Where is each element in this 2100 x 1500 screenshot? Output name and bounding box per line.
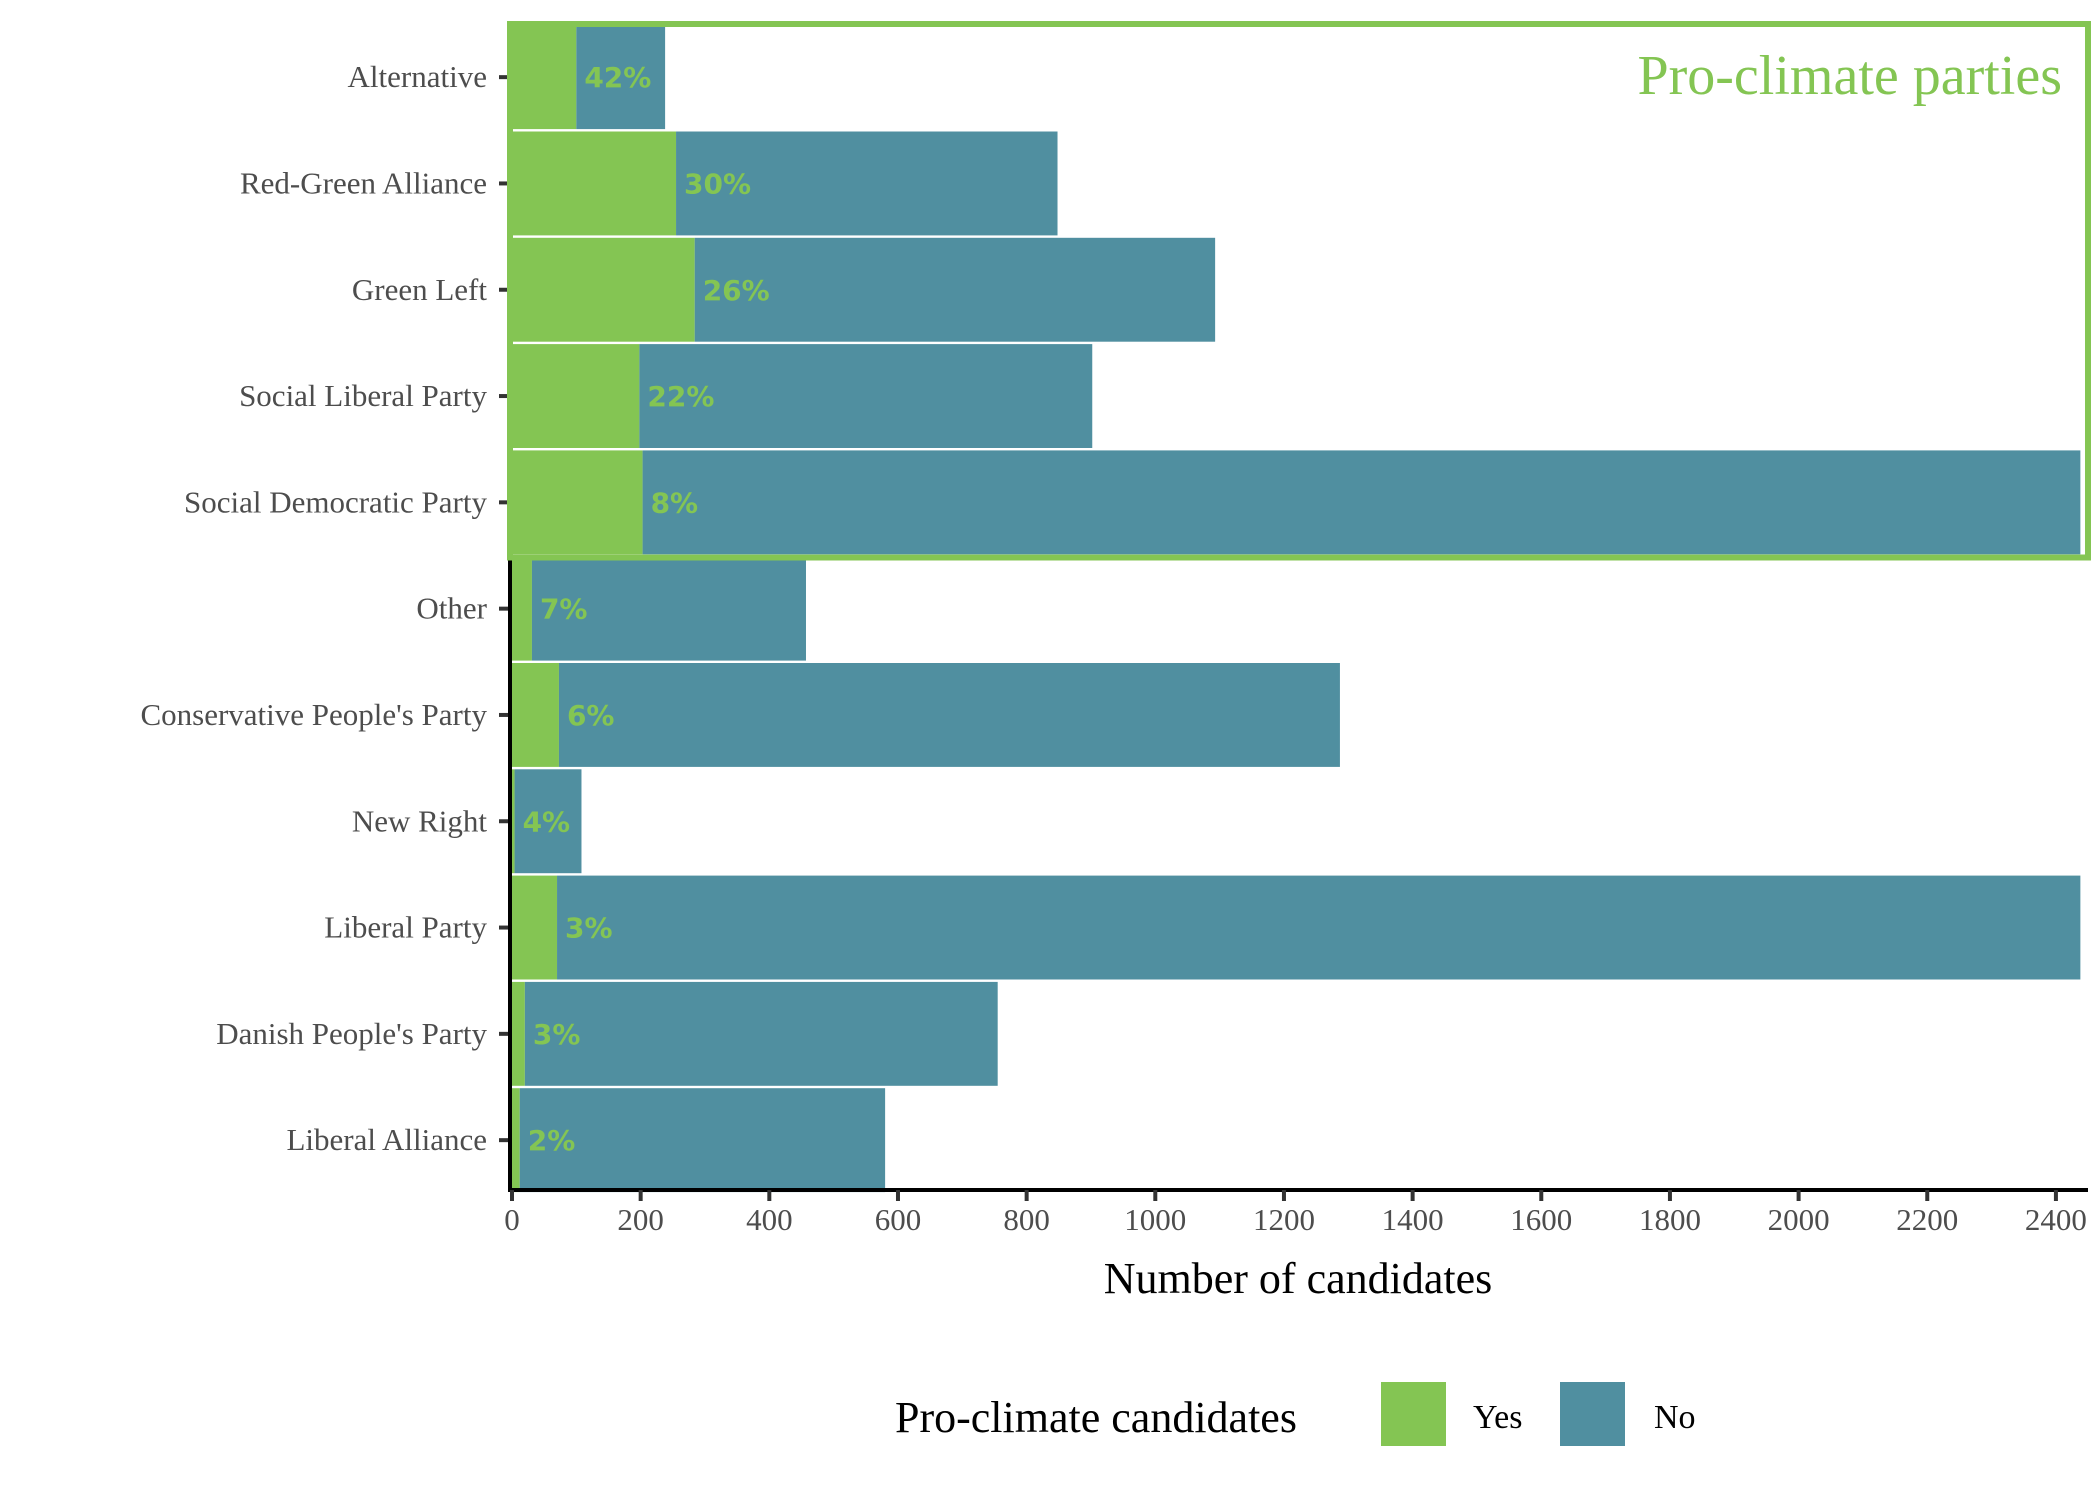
y-tick-label-red-green-alliance: Red-Green Alliance: [240, 165, 487, 200]
bar-no-red-green-alliance: [676, 131, 1058, 236]
bar-yes-new-right: [512, 769, 515, 874]
percent-label-alternative: 42%: [584, 61, 651, 94]
percent-label-other: 7%: [540, 593, 588, 626]
bar-yes-social-liberal-party: [512, 344, 640, 448]
x-tick-label-2200: 2200: [1896, 1202, 1958, 1237]
x-axis-ticks: 0 200 400 600 800 1000 1200 1400 1600 1800 2000 220…: [504, 1190, 2087, 1237]
bar-yes-liberal-party: [512, 875, 558, 980]
y-tick-label-liberal-party: Liberal Party: [324, 910, 487, 945]
x-tick-label-800: 800: [1003, 1202, 1050, 1237]
legend-key-yes: [1381, 1382, 1446, 1446]
y-tick-label-other: Other: [416, 591, 487, 626]
bar-no-alternative: [576, 25, 666, 130]
x-axis-title: Number of candidates: [1104, 1254, 1493, 1303]
bar-yes-conservative-people-s-party: [512, 663, 559, 767]
x-tick-label-600: 600: [875, 1202, 922, 1237]
bar-no-other: [531, 556, 806, 661]
bars-layer: [512, 25, 2081, 1193]
highlight-box-title: Pro-climate parties: [1637, 45, 2062, 107]
percent-label-danish-people-s-party: 3%: [533, 1018, 581, 1051]
legend-label-no: No: [1654, 1399, 1696, 1436]
bar-yes-alternative: [512, 25, 577, 130]
legend-label-yes: Yes: [1473, 1399, 1522, 1436]
x-tick-label-1600: 1600: [1510, 1202, 1572, 1237]
bar-yes-other: [512, 556, 532, 661]
x-tick-label-1800: 1800: [1639, 1202, 1701, 1237]
x-tick-label-200: 200: [617, 1202, 664, 1237]
legend: Pro-climate candidates Yes No: [895, 1382, 1696, 1446]
bar-no-liberal-alliance: [519, 1088, 886, 1193]
bar-yes-red-green-alliance: [512, 131, 677, 236]
y-tick-label-alternative: Alternative: [348, 59, 487, 94]
y-tick-label-conservative-people-s-party: Conservative People's Party: [140, 697, 487, 732]
percent-label-red-green-alliance: 30%: [684, 167, 751, 200]
percent-label-conservative-people-s-party: 6%: [567, 699, 615, 732]
percent-label-green-left: 26%: [703, 274, 770, 307]
bar-no-liberal-party: [557, 875, 2081, 980]
bar-yes-liberal-alliance: [512, 1088, 520, 1193]
bar-no-new-right: [514, 769, 582, 874]
percent-label-new-right: 4%: [523, 805, 571, 838]
x-tick-label-1000: 1000: [1124, 1202, 1186, 1237]
y-tick-label-new-right: New Right: [352, 803, 488, 838]
bar-no-social-democratic-party: [642, 450, 2081, 555]
y-axis-labels: Alternative Red-Green Alliance Green Left S…: [140, 59, 487, 1157]
percent-label-liberal-alliance: 2%: [528, 1124, 576, 1157]
x-tick-label-0: 0: [504, 1202, 520, 1237]
bar-yes-green-left: [512, 237, 695, 342]
y-tick-label-green-left: Green Left: [352, 272, 487, 307]
bar-yes-danish-people-s-party: [512, 981, 525, 1086]
bar-no-danish-people-s-party: [524, 981, 998, 1086]
highlight-box: [507, 21, 2091, 561]
y-tick-label-liberal-alliance: Liberal Alliance: [286, 1122, 487, 1157]
percent-label-social-liberal-party: 22%: [647, 380, 714, 413]
y-tick-label-social-democratic-party: Social Democratic Party: [184, 484, 488, 519]
bar-yes-social-democratic-party: [512, 450, 643, 555]
legend-key-no: [1560, 1382, 1625, 1446]
bar-no-social-liberal-party: [639, 344, 1093, 448]
percent-label-liberal-party: 3%: [565, 912, 613, 945]
x-tick-label-1200: 1200: [1253, 1202, 1315, 1237]
y-tick-label-danish-people-s-party: Danish People's Party: [216, 1016, 487, 1051]
x-tick-label-400: 400: [746, 1202, 793, 1237]
percent-label-social-democratic-party: 8%: [651, 486, 699, 519]
bar-no-conservative-people-s-party: [558, 663, 1340, 767]
x-tick-label-1400: 1400: [1382, 1202, 1444, 1237]
y-tick-label-social-liberal-party: Social Liberal Party: [239, 378, 487, 413]
bar-no-green-left: [694, 237, 1216, 342]
percent-labels-layer: 42% 30% 26% 22% 8% 7% 6% 4% 3% 3% 2%: [523, 61, 770, 1157]
legend-title: Pro-climate candidates: [895, 1393, 1297, 1442]
x-tick-label-2000: 2000: [1768, 1202, 1830, 1237]
x-tick-label-2400: 2400: [2025, 1202, 2087, 1237]
